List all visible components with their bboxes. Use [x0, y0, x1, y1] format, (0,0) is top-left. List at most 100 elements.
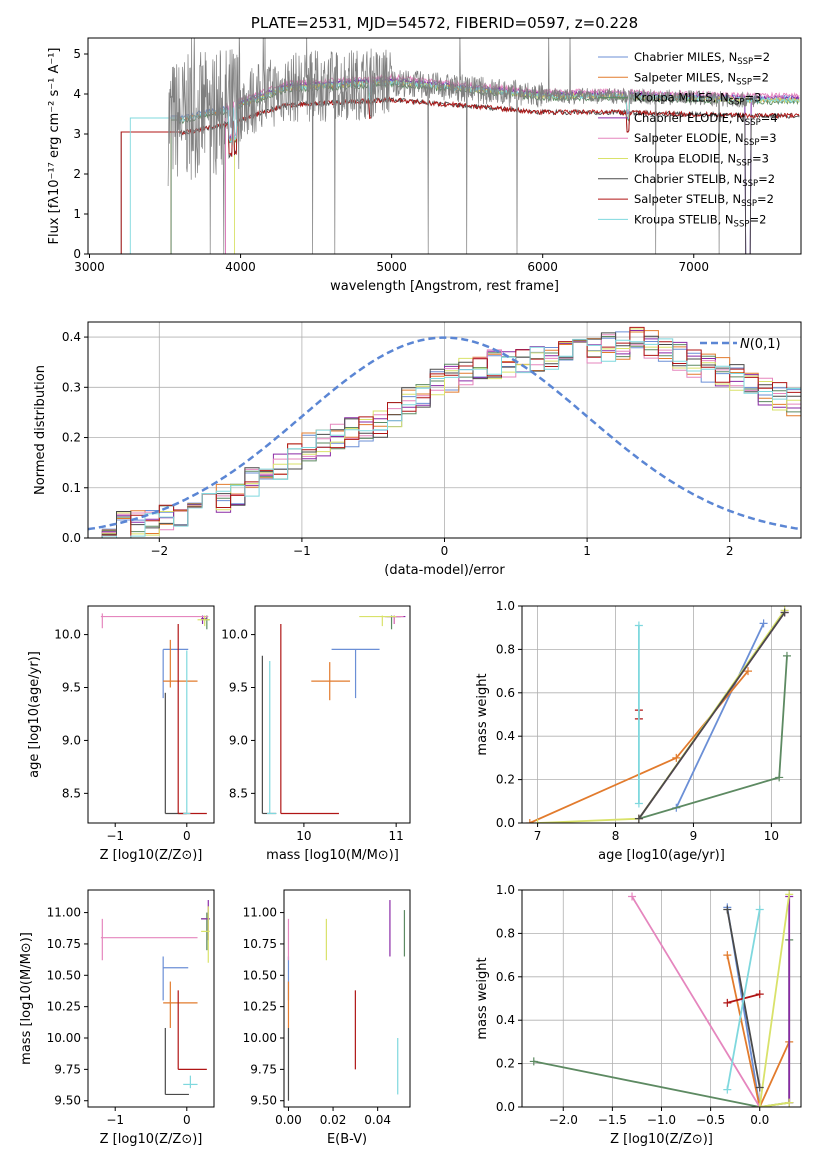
y-tick-label: 0.2	[496, 1057, 515, 1071]
y-tick-label: 2	[73, 167, 81, 181]
x-tick-label: 9	[690, 829, 698, 843]
y-tick-label: 11.00	[243, 906, 277, 920]
point-marker	[723, 951, 732, 960]
point-kroupa-stelib	[183, 650, 191, 815]
model-curve-kroupa-elodie	[228, 78, 800, 254]
x-tick-label: 3000	[74, 260, 105, 274]
y-tick-label: 9.0	[62, 733, 81, 747]
x-tick-label: 7	[534, 829, 542, 843]
x-tick-label: 0.00	[275, 1113, 302, 1127]
y-tick-label: 11.00	[47, 906, 81, 920]
x-axis-label: E(B-V)	[327, 1132, 367, 1147]
point-marker	[723, 1085, 732, 1094]
legend: Chabrier MILES, NSSP=2 Salpeter MILES, NS…	[598, 50, 778, 229]
x-tick-label: 1	[583, 544, 591, 558]
legend-entry: N(0,1)	[740, 337, 781, 352]
series-line	[726, 954, 791, 1107]
point-marker	[723, 905, 732, 914]
y-tick-label: 0.6	[496, 686, 515, 700]
panel-mass-vs-Z: −1 0 9.50 9.75 10.00 10.25 10.50 10.75 11.00 Z [l…	[19, 889, 215, 1147]
y-tick-label: 0.6	[496, 970, 515, 984]
point-marker	[628, 892, 637, 901]
y-tick-label: 0.4	[496, 729, 515, 743]
point-salpeter-elodie	[100, 613, 209, 629]
y-tick-label: 0.8	[496, 642, 515, 656]
series-kroupa-elodie	[755, 890, 794, 1107]
point-marker	[744, 667, 753, 676]
point-kroupa-stelib	[266, 661, 277, 815]
point-chabrier-stelib	[164, 1027, 189, 1096]
point-marker	[529, 1057, 538, 1066]
legend-entry: Kroupa ELODIE, NSSP=3	[634, 152, 769, 169]
x-axis-label: Z [log10(Z/Z⊙)]	[610, 1132, 713, 1147]
y-tick-label: 9.75	[250, 1062, 277, 1076]
x-tick-label: 10	[764, 829, 779, 843]
panel-spectrum: 3000 4000 5000 6000 7000 0 1 2 3 4 5 wavelength [An…	[47, 14, 802, 294]
y-axis-label: Normed distribution	[33, 365, 48, 495]
series-chabrier-miles	[672, 619, 768, 812]
model-curve-salpeter-miles	[165, 78, 800, 254]
axes-frame	[254, 605, 411, 824]
y-tick-label: 10.50	[243, 968, 277, 982]
plot-area	[100, 613, 210, 815]
point-marker	[780, 608, 789, 617]
panel-age-vs-mass: 10 11 8.5 9.0 9.5 10.0 mass [log10(M/M⊙)]	[221, 605, 411, 863]
point-marker	[634, 621, 643, 630]
y-tick-label: 0.4	[62, 330, 81, 344]
y-axis-label: age [log10(age/yr)]	[27, 651, 42, 778]
legend-entry: Chabrier STELIB, NSSP=2	[634, 172, 775, 189]
x-tick-label: 0.0	[750, 1113, 769, 1127]
point-salpeter-stelib	[177, 990, 207, 1070]
axes-frame	[87, 37, 802, 255]
y-tick-label: 1.0	[496, 599, 515, 613]
series-kroupa-elodie	[533, 606, 789, 823]
x-tick-label: 5000	[376, 260, 407, 274]
axes-frame	[521, 889, 802, 1108]
point-marker	[634, 799, 643, 808]
y-tick-label: 3	[73, 127, 81, 141]
x-tick-label: 11	[389, 829, 404, 843]
y-axis-label: mass weight	[475, 673, 490, 755]
histogram-kroupa-stelib	[88, 338, 801, 538]
plot-area	[522, 606, 801, 823]
legend-entry: Chabrier MILES, NSSP=2	[634, 50, 770, 67]
legend-entry: Salpeter ELODIE, NSSP=3	[634, 131, 777, 148]
y-tick-label: 0.0	[496, 816, 515, 830]
point-marker	[672, 753, 681, 762]
plot-area	[88, 322, 801, 538]
data-spectrum	[167, 38, 758, 254]
y-tick-label: 9.50	[250, 1094, 277, 1108]
y-tick-label: 1	[73, 207, 81, 221]
y-tick-label: 9.5	[229, 681, 248, 695]
x-tick-label: 10	[296, 829, 311, 843]
point-marker	[775, 773, 784, 782]
y-tick-label: 0	[73, 247, 81, 261]
x-tick-label: 4000	[225, 260, 256, 274]
y-tick-label: 5	[73, 47, 81, 61]
x-tick-label: 6000	[527, 260, 558, 274]
x-axis-label: mass [log10(M/M⊙)]	[266, 848, 399, 863]
y-axis-label: mass weight	[475, 957, 490, 1039]
point-salpeter-miles	[311, 662, 351, 701]
x-tick-label: 0	[441, 544, 449, 558]
point-marker	[525, 819, 534, 823]
chart-title: PLATE=2531, MJD=54572, FIBERID=0597, z=0…	[251, 14, 638, 32]
point-marker	[755, 905, 764, 914]
y-tick-label: 4	[73, 87, 81, 101]
legend-entry: Kroupa STELIB, NSSP=2	[634, 212, 766, 229]
point-marker	[755, 1103, 764, 1107]
y-tick-label: 9.0	[229, 733, 248, 747]
panel-mass-vs-EBV: 0.00 0.02 0.04 9.50 9.75 10.00 10.25 10.50 10.75…	[243, 889, 411, 1147]
point-marker	[759, 619, 768, 628]
x-tick-label: −1.0	[647, 1113, 676, 1127]
legend-entry: Salpeter MILES, NSSP=2	[634, 70, 769, 87]
legend-entry: Chabrier ELODIE, NSSP=4	[634, 111, 778, 128]
y-tick-label: 9.75	[54, 1062, 81, 1076]
y-tick-label: 0.0	[496, 1100, 515, 1114]
y-tick-label: 9.50	[54, 1094, 81, 1108]
y-tick-label: 8.5	[62, 786, 81, 800]
axes-frame	[87, 889, 215, 1108]
point-marker	[723, 998, 732, 1007]
x-tick-label: 0	[183, 829, 191, 843]
